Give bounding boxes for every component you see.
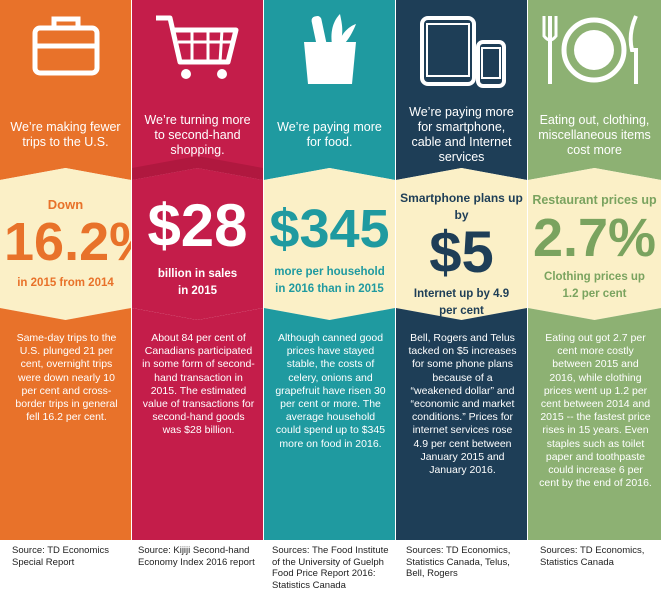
- shopping-cart-icon: [156, 15, 239, 79]
- source-note: Sources: TD Economics, Statistics Canada…: [406, 545, 511, 579]
- stat-block: $28 billion in sales in 2015: [136, 190, 259, 315]
- stat-caption: more per household in 2016 than in 2015: [274, 266, 385, 295]
- stat-value: $5: [429, 220, 494, 285]
- column-headline: We’re turning more to second-hand shoppi…: [144, 112, 251, 157]
- column-headline: We’re making fewer trips to the U.S.: [10, 120, 121, 149]
- stat-value: $28: [147, 192, 248, 259]
- source-note: Source: Kijiji Second-hand Economy Index…: [138, 545, 255, 568]
- stat-block: Smartphone plans up by $5 Internet up by…: [400, 190, 523, 317]
- tablet-phone-icon: [420, 16, 506, 88]
- stat-block: Down 16.2% in 2015 from 2014: [4, 190, 131, 315]
- stat-caption: Clothing prices up 1.2 per cent: [544, 271, 645, 300]
- stat-value: 16.2%: [4, 212, 131, 272]
- stat-caption: billion in sales in 2015: [157, 268, 238, 297]
- column-background: [132, 0, 263, 540]
- column-background: [264, 0, 395, 540]
- stat-prefix: Smartphone plans up by: [400, 191, 523, 222]
- column-headline: Eating out, clothing, miscellaneous item…: [538, 112, 651, 157]
- column-eating-out: Eating out, clothing, miscellaneous item…: [528, 0, 661, 540]
- source-note: Sources: The Food Institute of the Unive…: [272, 545, 389, 591]
- grocery-bag-icon: [304, 14, 356, 84]
- column-background: [528, 0, 661, 540]
- column-food: We’re paying more for food. $345 more pe…: [264, 0, 395, 540]
- dining-plate-icon: [542, 15, 638, 84]
- stat-value: $345: [269, 199, 390, 259]
- column-body: Bell, Rogers and Telus tacked on $5 incr…: [408, 332, 517, 477]
- stat-prefix: Restaurant prices up: [532, 193, 657, 207]
- column-body: Although canned good prices have stayed …: [275, 332, 386, 450]
- stat-prefix: Down: [47, 197, 84, 212]
- suitcase-icon: [32, 16, 100, 76]
- column-travel: We’re making fewer trips to the U.S. Dow…: [0, 0, 131, 540]
- stat-caption: Internet up by 4.9 per cent: [413, 288, 510, 317]
- stat-block: $345 more per household in 2016 than in …: [268, 190, 391, 315]
- column-telecom: We’re paying more for smartphone, cable …: [396, 0, 527, 540]
- column-body: Eating out got 2.7 per cent more costly …: [539, 332, 652, 490]
- source-note: Sources: TD Economics, Statistics Canada: [540, 545, 645, 568]
- column-body: About 84 per cent of Canadians participa…: [142, 332, 255, 437]
- column-body: Same-day trips to the U.S. plunged 21 pe…: [15, 332, 118, 424]
- column-second-hand: We’re turning more to second-hand shoppi…: [132, 0, 263, 540]
- stat-value: 2.7%: [532, 208, 657, 268]
- column-background: [396, 0, 527, 540]
- source-note: Source: TD Economics Special Report: [12, 545, 109, 568]
- column-headline: We’re paying more for food.: [277, 120, 382, 149]
- stat-block: Restaurant prices up 2.7% Clothing price…: [532, 190, 657, 315]
- stat-caption: in 2015 from 2014: [17, 277, 114, 289]
- column-headline: We’re paying more for smartphone, cable …: [409, 105, 514, 164]
